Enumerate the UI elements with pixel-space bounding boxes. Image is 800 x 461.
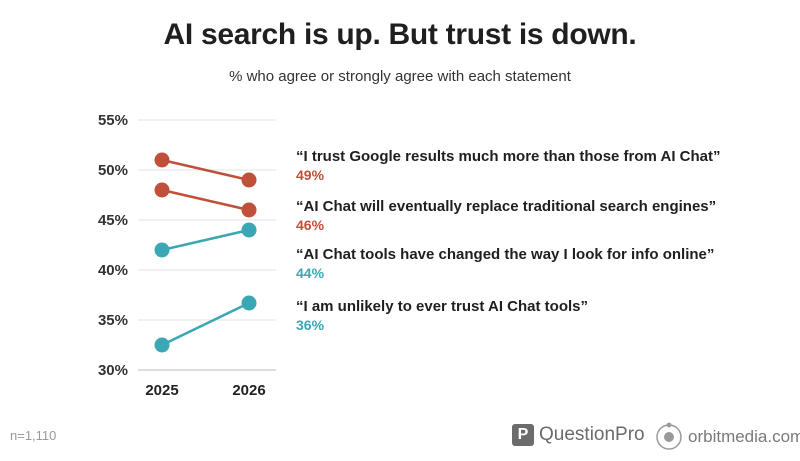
series-line <box>161 301 250 347</box>
chart-title: AI search is up. But trust is down. <box>163 18 637 51</box>
y-tick-label: 45% <box>98 212 128 229</box>
data-point <box>154 242 170 258</box>
series-statement: “I am unlikely to ever trust AI Chat too… <box>296 298 589 315</box>
y-tick-label: 40% <box>98 262 128 279</box>
y-tick-label: 30% <box>98 362 128 379</box>
orbitmedia-logo-text: orbitmedia.com <box>688 427 800 446</box>
chart-subtitle: % who agree or strongly agree with each … <box>229 68 571 85</box>
series-value-label: 46% <box>296 217 325 233</box>
series-value-label: 49% <box>296 167 325 183</box>
series-value-label: 36% <box>296 317 325 333</box>
data-point <box>241 172 257 188</box>
y-tick-label: 55% <box>98 112 128 129</box>
data-point <box>241 222 257 238</box>
series-value-label: 44% <box>296 265 325 281</box>
y-tick-label: 50% <box>98 162 128 179</box>
orbitmedia-logo: orbitmedia.com <box>654 422 800 452</box>
series-label-2: “AI Chat will eventually replace traditi… <box>296 198 716 233</box>
series-label-3: “AI Chat tools have changed the way I lo… <box>296 246 714 281</box>
data-point <box>241 295 257 311</box>
y-tick-label: 35% <box>98 312 128 329</box>
questionpro-logo: P QuestionPro <box>512 424 645 446</box>
questionpro-logo-text: QuestionPro <box>539 424 645 445</box>
series-statement: “AI Chat tools have changed the way I lo… <box>296 246 715 263</box>
series-line <box>161 188 250 212</box>
x-tick-label: 2025 <box>145 382 178 399</box>
data-point <box>154 152 170 168</box>
data-point <box>154 337 170 353</box>
series-label-4: “I am unlikely to ever trust AI Chat too… <box>296 298 588 333</box>
series-statement: “I trust Google results much more than t… <box>296 148 721 165</box>
series-line <box>161 228 250 252</box>
data-point <box>154 182 170 198</box>
questionpro-logo-icon: P <box>512 424 534 446</box>
series-line <box>161 158 250 182</box>
series-statement: “AI Chat will eventually replace traditi… <box>296 198 717 215</box>
sample-size-note: n=1,110 <box>10 428 57 443</box>
data-point <box>241 202 257 218</box>
x-tick-label: 2026 <box>232 382 265 399</box>
orbit-logo-icon <box>656 422 682 450</box>
series-label-1: “I trust Google results much more than t… <box>296 148 721 183</box>
